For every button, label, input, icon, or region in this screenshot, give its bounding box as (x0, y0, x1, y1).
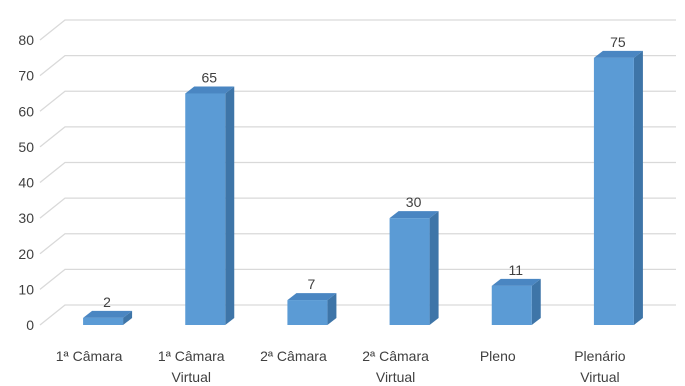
bar-front (491, 285, 532, 325)
gridlines (39, 19, 676, 326)
y-tick-label: 50 (18, 139, 34, 155)
bar-3 (287, 293, 337, 325)
bars: 2 65 7 30 11 75 (83, 34, 643, 325)
bar-6 (593, 50, 643, 325)
y-tick-label: 40 (18, 175, 34, 191)
bar-side (633, 50, 643, 325)
gridline-50 (39, 126, 676, 148)
x-tick-label: Pleno (480, 348, 516, 364)
gridline-0 (39, 304, 676, 326)
bar-1 (83, 310, 133, 325)
x-axis: 1ª Câmara 1ª Câmara Virtual 2ª Câmara 2ª Câm… (56, 348, 626, 385)
bar-side (225, 86, 235, 325)
x-tick-label: 1ª Câmara Virtual (158, 348, 225, 385)
bar-top (83, 310, 133, 318)
bar-front (83, 317, 124, 325)
gridline-20 (39, 233, 676, 255)
x-tick-label: 1ª Câmara (56, 348, 123, 364)
gridline-80 (39, 19, 676, 41)
bar-side (531, 278, 541, 325)
gridline-30 (39, 197, 676, 219)
bar-2 (185, 86, 235, 325)
data-label: 11 (508, 262, 523, 278)
bar-5 (491, 278, 541, 325)
bar-top (185, 86, 235, 94)
gridline-60 (39, 90, 676, 112)
y-tick-label: 30 (18, 210, 34, 226)
x-tick-label: Plenário Virtual (574, 348, 626, 385)
x-tick-label: 2ª Câmara Virtual (362, 348, 429, 385)
bar-side (327, 293, 337, 325)
y-tick-label: 10 (18, 281, 34, 297)
bar-4 (389, 211, 439, 325)
y-tick-label: 20 (18, 246, 34, 262)
gridline-70 (39, 54, 676, 77)
data-label: 7 (308, 276, 316, 292)
data-label: 2 (103, 294, 111, 310)
bar-front (287, 300, 328, 325)
bar-top (287, 293, 337, 301)
bar-top (389, 211, 439, 219)
bar-front (185, 93, 226, 325)
bar-front (593, 57, 634, 325)
data-label: 75 (610, 34, 626, 50)
y-tick-label: 80 (18, 32, 34, 48)
x-tick-label: 2ª Câmara (260, 348, 327, 364)
gridline-10 (39, 268, 676, 290)
data-label: 65 (201, 69, 217, 85)
bar-front (389, 218, 430, 325)
y-tick-label: 70 (18, 68, 34, 84)
bar-top (593, 50, 643, 58)
y-tick-label: 60 (18, 103, 34, 119)
bar-top (491, 278, 541, 286)
y-axis: 0 10 20 30 40 50 60 70 80 (18, 32, 34, 333)
data-label: 30 (406, 194, 422, 210)
y-tick-label: 0 (26, 317, 34, 333)
bar-side (123, 310, 133, 325)
gridline-40 (39, 161, 676, 184)
bar-side (429, 211, 439, 325)
